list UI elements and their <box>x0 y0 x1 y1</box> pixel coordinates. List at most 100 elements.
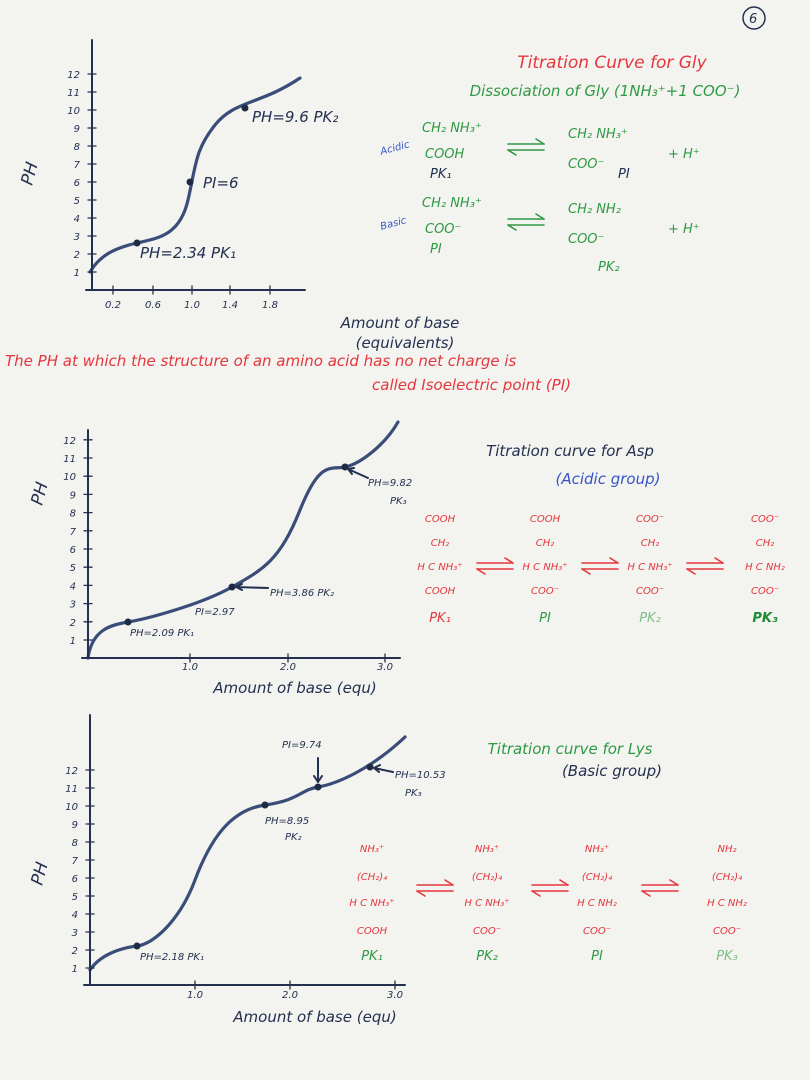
asp-y-tick-label: 12 <box>63 436 76 447</box>
structure-line: COOH <box>425 586 456 597</box>
structure-line: H C NH₃⁺ <box>627 562 672 573</box>
structure-line: (CH₂)₄ <box>472 872 502 883</box>
asp-annotation: PH=2.09 PK₁ <box>130 628 194 639</box>
gly-y-tick-label: 2 <box>74 250 80 261</box>
gly-annotation: PI=6 <box>203 174 239 192</box>
structure-line: H C NH₃⁺ <box>522 562 567 573</box>
eq-arrow-g0 <box>535 138 545 145</box>
lys-subtitle: (Basic group) <box>562 762 662 780</box>
eq-arrow-l1 <box>559 879 569 886</box>
lys-annotation: PH=10.53 <box>395 770 446 781</box>
form-label: PK₃ <box>716 949 738 964</box>
gly-title: Titration Curve for Gly <box>517 53 707 73</box>
asp-title: Titration curve for Asp <box>486 442 654 460</box>
form-label: PI <box>539 611 551 626</box>
gly-y-tick-label: 1 <box>74 268 80 279</box>
structure-line: CH₂ <box>641 538 660 549</box>
lys-y-tick-label: 6 <box>72 874 78 885</box>
eq-arrow-g1 <box>507 224 517 231</box>
released-proton: + H⁺ <box>668 147 700 162</box>
product: COO⁻ <box>568 232 604 247</box>
asp-subtitle: (Acidic group) <box>556 470 661 488</box>
gly-y-tick-label: 10 <box>67 106 80 117</box>
form-label: PI <box>591 949 603 964</box>
structure-line: COO⁻ <box>636 586 664 597</box>
structure-line: H C NH₂ <box>577 898 617 909</box>
asp-annotation: PK₃ <box>390 496 407 507</box>
structure-line: H C NH₃⁺ <box>417 562 462 573</box>
lys-y-tick-label: 11 <box>65 784 78 795</box>
lys-y-tick-label: 1 <box>72 964 78 975</box>
lys-y-tick-label: 3 <box>72 928 78 939</box>
gly-x-tick-label: 1.8 <box>262 300 278 311</box>
asp-annotation: PI=2.97 <box>195 607 235 618</box>
eq-arrow-l1 <box>531 890 541 897</box>
gly-y-tick-label: 8 <box>74 142 80 153</box>
structure-line: NH₃⁺ <box>475 844 499 855</box>
structure-line: COOH <box>425 514 456 525</box>
asp-y-tick-label: 9 <box>70 490 76 501</box>
eq-arrow-a1 <box>609 557 619 564</box>
gly-x-tick-label: 1.4 <box>222 300 238 311</box>
curve-points <box>124 104 374 950</box>
structure-line: H C NH₂ <box>745 562 785 573</box>
eq-arrow-a2 <box>714 557 724 564</box>
gly-subtitle: Dissociation of Gly (1NH₃⁺+1 COO⁻) <box>470 82 741 100</box>
gly-y-tick-label: 5 <box>74 196 80 207</box>
lys-y-tick-label: 12 <box>65 766 78 777</box>
structure-line: COO⁻ <box>473 926 501 937</box>
lys-y-tick-label: 10 <box>65 802 78 813</box>
asp-y-tick-label: 1 <box>70 636 76 647</box>
form-label: PK₂ <box>639 611 661 626</box>
asp-y-tick-label: 8 <box>70 509 76 520</box>
reactant: CH₂ NH₃⁺ <box>422 196 482 211</box>
page-number-circle <box>742 6 766 30</box>
structure-line: COO⁻ <box>636 514 664 525</box>
lys-annotation: PH=2.18 PK₁ <box>140 952 204 963</box>
structure-line: COO⁻ <box>751 514 779 525</box>
product: CH₂ NH₂ <box>568 202 621 217</box>
lys-annotation: PH=8.95 <box>265 816 309 827</box>
structure-line: NH₃⁺ <box>585 844 609 855</box>
form-label: PK₃ <box>752 611 778 626</box>
eq-arrow-a1 <box>581 568 591 575</box>
structure-line: H C NH₂ <box>707 898 747 909</box>
eq-arrow-l0 <box>416 890 426 897</box>
product: CH₂ NH₃⁺ <box>568 127 628 142</box>
structure-line: (CH₂)₄ <box>712 872 742 883</box>
lys-y-tick-label: 2 <box>72 946 78 957</box>
lys-y-tick-label: 4 <box>72 910 78 921</box>
eq-arrow-l0 <box>444 879 454 886</box>
product-label: PK₂ <box>598 260 620 275</box>
gly-x-tick-label: 1.0 <box>184 300 200 311</box>
structure-line: COOH <box>530 514 561 525</box>
gly-y-tick-label: 12 <box>67 70 80 81</box>
asp-x-label: Amount of base (equ) <box>212 679 376 697</box>
released-proton: + H⁺ <box>668 222 700 237</box>
structure-line: NH₂ <box>717 844 736 855</box>
reactant: COOH <box>425 147 465 162</box>
asp-y-tick-label: 10 <box>63 472 76 483</box>
lys-title: Titration curve for Lys <box>488 740 653 758</box>
gly-y-tick-label: 11 <box>67 88 80 99</box>
eq-arrow-g0 <box>507 149 517 156</box>
product: COO⁻ <box>568 157 604 172</box>
gly-curve <box>88 76 302 274</box>
asp-x-tick-label: 2.0 <box>280 662 296 673</box>
lys-annotation: PK₃ <box>405 788 422 799</box>
eq-arrow-a0 <box>476 568 486 575</box>
form-label: PK₁ <box>429 611 451 626</box>
lys-y-tick-label: 8 <box>72 838 78 849</box>
structure-line: COO⁻ <box>583 926 611 937</box>
gly-y-tick-label: 6 <box>74 178 80 189</box>
structure-line: CH₂ <box>536 538 555 549</box>
reactant-label: PK₁ <box>430 167 452 182</box>
structure-line: COO⁻ <box>751 586 779 597</box>
eq-arrow-a2 <box>686 568 696 575</box>
asp-x-tick-label: 1.0 <box>182 662 198 673</box>
lys-y-tick-label: 5 <box>72 892 78 903</box>
asp-y-tick-label: 5 <box>70 563 76 574</box>
structure-line: NH₃⁺ <box>360 844 384 855</box>
annotation-arrows <box>235 467 394 783</box>
